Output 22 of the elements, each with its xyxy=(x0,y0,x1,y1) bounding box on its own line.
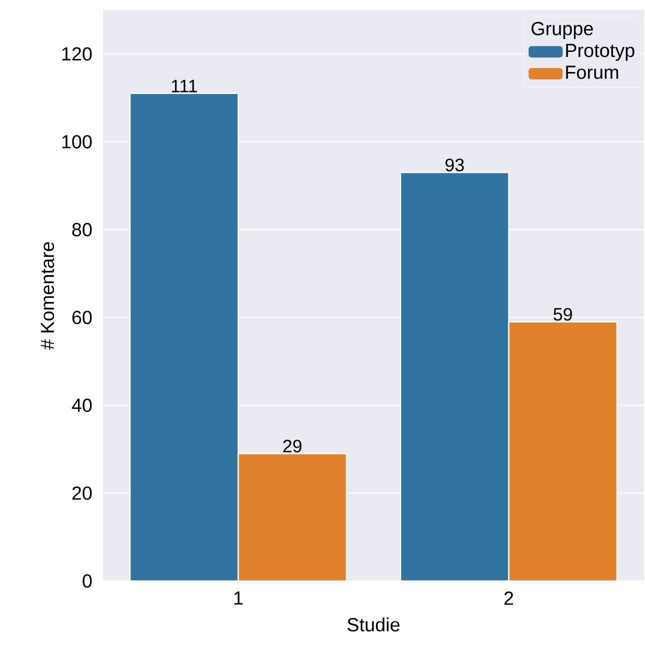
y-tick-label: 100 xyxy=(62,135,92,148)
y-axis-title: # Komentare xyxy=(41,242,54,350)
y-tick-label: 20 xyxy=(72,486,92,500)
data-label: 59 xyxy=(554,308,572,321)
bar xyxy=(508,321,618,581)
bar xyxy=(238,453,348,581)
legend-label: Prototyp xyxy=(566,44,635,61)
data-label: 29 xyxy=(283,440,302,452)
y-tick-label: 0 xyxy=(82,574,92,588)
x-tick-label: 1 xyxy=(234,592,243,605)
y-tick-label: 80 xyxy=(72,222,92,236)
data-label: 93 xyxy=(446,158,464,172)
y-tick-label: 40 xyxy=(72,398,92,412)
legend-label: Forum xyxy=(566,66,618,79)
y-tick-label: 60 xyxy=(72,310,92,324)
x-axis-title: Studie xyxy=(348,618,400,632)
x-tick-label: 2 xyxy=(504,592,514,605)
bar xyxy=(130,92,240,581)
bar xyxy=(400,172,510,581)
data-label: 111 xyxy=(172,80,198,92)
y-tick-label: 120 xyxy=(62,47,92,61)
legend-title: Gruppe xyxy=(532,22,594,40)
